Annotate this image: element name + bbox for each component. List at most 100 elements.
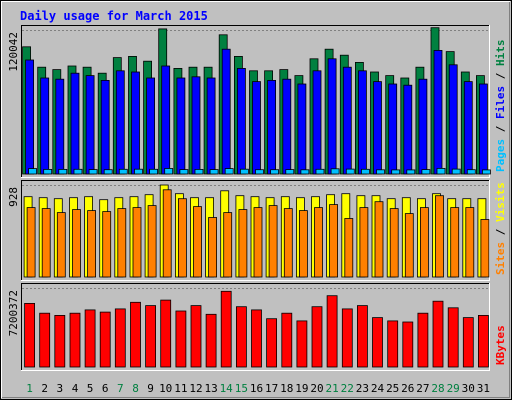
bar-files-day-6 (100, 80, 110, 175)
bar-files-day-8 (131, 71, 140, 175)
bar-files-day-4 (70, 72, 80, 175)
bar-kbytes-day-2 (39, 312, 51, 368)
bar-files-day-31 (478, 83, 488, 175)
bar-pages-day-24 (376, 169, 385, 175)
day-label-8: 8 (132, 382, 139, 395)
bar-kbytes-day-30 (462, 317, 474, 368)
day-label-28: 28 (431, 382, 444, 395)
bar-sites-day-23 (359, 207, 369, 278)
bar-sites-day-22 (344, 218, 354, 278)
bar-pages-day-20 (315, 168, 325, 175)
bar-kbytes-day-16 (251, 309, 262, 368)
bar-pages-day-11 (179, 169, 189, 175)
day-label-7: 7 (117, 382, 124, 395)
bar-sites-day-26 (404, 213, 414, 278)
legend-separator: / (494, 66, 507, 86)
bar-kbytes-day-12 (190, 305, 202, 368)
bar-files-day-1 (25, 59, 35, 175)
bar-pages-day-17 (270, 169, 280, 175)
bar-sites-day-2 (41, 208, 51, 278)
bar-files-day-25 (388, 83, 398, 175)
bar-sites-day-9 (147, 205, 157, 278)
panel-bottom-max-label: 7200372 (7, 290, 20, 336)
day-label-24: 24 (371, 382, 385, 395)
legend-visits: Visits (494, 182, 507, 222)
bar-sites-day-30 (465, 207, 475, 278)
chart-panels: 120042 Pages / Files / Hits 928 Sites / Vis… (7, 25, 507, 371)
bar-pages-day-7 (118, 168, 128, 175)
bar-kbytes-day-9 (145, 305, 157, 368)
bar-files-day-14 (221, 48, 231, 175)
legend-separator: / (494, 119, 507, 139)
bar-files-day-2 (40, 77, 50, 175)
legend-sites: Sites (494, 242, 507, 275)
bar-sites-day-1 (26, 207, 36, 278)
bar-kbytes-day-3 (54, 314, 66, 368)
bar-files-day-15 (236, 68, 246, 175)
bar-kbytes-day-13 (205, 313, 217, 368)
bar-kbytes-day-8 (130, 301, 141, 368)
bar-kbytes-day-4 (69, 312, 81, 368)
bar-kbytes-day-23 (356, 305, 368, 368)
panel-top: 120042 Pages / Files / Hits (7, 25, 507, 178)
bar-files-day-13 (206, 77, 216, 175)
bar-files-day-18 (282, 78, 292, 175)
bar-sites-day-17 (268, 205, 278, 278)
bar-files-day-17 (267, 80, 277, 175)
bar-files-day-10 (161, 65, 171, 175)
bar-files-day-9 (146, 77, 156, 175)
bar-files-day-12 (191, 76, 201, 175)
bar-sites-day-28 (435, 195, 444, 278)
bar-pages-day-2 (43, 168, 53, 175)
bar-sites-day-13 (208, 217, 218, 278)
bar-pages-day-25 (391, 169, 401, 175)
day-labels: 1 2 3 4 5 6 7 8 9 10 11 12 13 14 15 16 17 18 19 20 21 22 23 24 2… (26, 382, 490, 395)
bar-pages-day-27 (421, 169, 431, 175)
bar-kbytes-day-10 (160, 299, 172, 368)
bar-sites-day-15 (238, 209, 248, 278)
day-label-26: 26 (401, 382, 414, 395)
bar-sites-day-7 (117, 208, 127, 278)
bar-sites-day-6 (102, 211, 112, 278)
bar-files-day-5 (85, 75, 95, 175)
legend-separator: / (494, 222, 507, 242)
bar-pages-day-16 (255, 169, 264, 175)
panel-middle-legend: Sites / Visits (494, 182, 507, 275)
bar-pages-day-6 (103, 169, 113, 175)
bar-pages-day-31 (481, 169, 491, 175)
panel-middle-max-label: 928 (7, 187, 20, 207)
bar-sites-day-12 (193, 206, 202, 278)
bar-sites-day-11 (177, 198, 187, 278)
bar-pages-day-15 (239, 168, 249, 175)
bar-kbytes-day-17 (266, 318, 278, 368)
bar-kbytes-day-29 (447, 307, 459, 368)
legend-pages: Pages (494, 139, 507, 172)
bar-pages-day-12 (194, 168, 204, 175)
bar-pages-day-23 (360, 168, 370, 175)
bar-kbytes-day-7 (114, 308, 126, 368)
bar-sites-day-3 (56, 212, 66, 278)
bar-kbytes-day-14 (220, 290, 232, 368)
bar-pages-day-1 (28, 168, 38, 175)
bar-pages-day-29 (451, 168, 461, 175)
day-label-2: 2 (41, 382, 48, 395)
bar-kbytes-day-21 (326, 295, 338, 368)
legend-files: Files (494, 86, 507, 119)
panel-middle: 928 Sites / Visits (7, 180, 507, 281)
panel-bottom: 7200372 KBytes (7, 283, 507, 371)
bar-kbytes-day-19 (296, 320, 308, 368)
bar-kbytes-day-11 (175, 310, 187, 368)
bar-sites-day-10 (162, 189, 172, 278)
bar-files-day-24 (373, 81, 382, 175)
bar-kbytes-day-6 (99, 311, 111, 368)
day-label-27: 27 (416, 382, 429, 395)
bar-files-day-30 (463, 81, 473, 175)
bar-files-day-20 (312, 70, 322, 175)
bar-sites-day-19 (298, 210, 308, 278)
bar-sites-day-18 (283, 208, 293, 278)
bar-files-day-19 (297, 83, 307, 175)
day-label-25: 25 (386, 382, 399, 395)
legend-hits: Hits (494, 40, 507, 67)
panel-top-max-label: 120042 (7, 32, 20, 72)
bar-sites-day-21 (329, 204, 339, 278)
